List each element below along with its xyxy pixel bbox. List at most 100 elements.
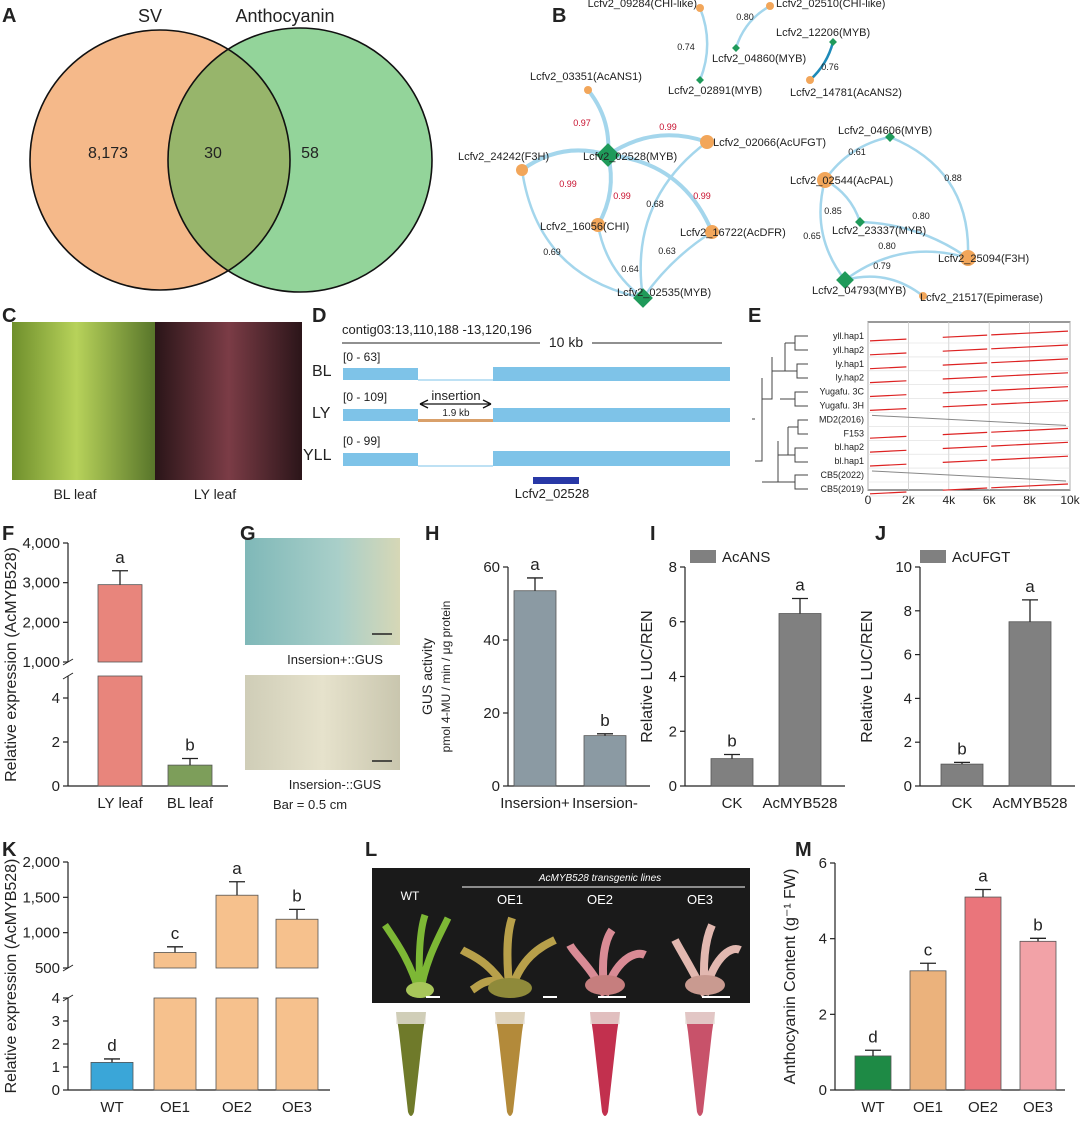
- error-bar: [920, 962, 936, 971]
- panel-label: I: [650, 523, 656, 545]
- panel-label: K: [2, 839, 17, 861]
- network-edge: [641, 230, 713, 299]
- alignment: [869, 449, 907, 453]
- row-label: ly.hap2: [836, 373, 864, 383]
- y-tick-label: 1,500: [22, 889, 60, 906]
- track-name: YLL: [303, 447, 332, 464]
- significance-letter: a: [232, 859, 242, 878]
- node-label: Lcfv2_03351(AcANS1): [530, 71, 642, 83]
- bar: [275, 918, 319, 969]
- edge-label: 0.99: [659, 122, 677, 132]
- node-label: Lcfv2_21517(Epimerase): [920, 292, 1043, 304]
- y-tick-label: 8: [904, 603, 912, 620]
- error-bar: [597, 733, 613, 736]
- edge-label: 0.97: [573, 118, 591, 128]
- y-tick-label: 8: [669, 559, 677, 576]
- venn-count: 8,173: [88, 145, 128, 162]
- y-tick-label: 1: [52, 1059, 60, 1076]
- y-axis-label: Relative expression (AcMYB528): [3, 547, 20, 782]
- network-edge: [734, 4, 771, 49]
- x-tick-label: OE2: [222, 1099, 252, 1116]
- insertion-bar: [418, 419, 493, 422]
- x-tick-label: OE1: [913, 1099, 943, 1116]
- node-label: Lcfv2_23337(MYB): [832, 225, 926, 237]
- panel-label: J: [875, 523, 886, 545]
- row-label: bl.hap2: [834, 442, 864, 452]
- y-tick-label: 3: [52, 1013, 60, 1030]
- error-bar: [104, 1058, 120, 1063]
- track-range: [0 - 109]: [343, 390, 387, 404]
- axis-break: [62, 672, 74, 680]
- venn-label: Anthocyanin: [235, 6, 334, 26]
- alignment: [869, 435, 907, 439]
- bar: [275, 997, 319, 1091]
- x-tick-label: BL leaf: [167, 795, 214, 812]
- y-tick-label: 6: [669, 614, 677, 631]
- bar: [215, 997, 259, 1091]
- edge-label: 0.76: [821, 62, 839, 72]
- y-tick-label: 0: [492, 778, 500, 795]
- x-tick-label: 6k: [983, 493, 997, 507]
- bar: [909, 970, 947, 1091]
- bar: [964, 896, 1002, 1091]
- x-tick-label: 2k: [902, 493, 916, 507]
- gus-photo: [245, 538, 400, 645]
- error-bar: [289, 908, 305, 920]
- network-node: [696, 76, 704, 84]
- panel-label: H: [425, 523, 439, 545]
- alignment: [869, 380, 907, 384]
- edge-label: 0.64: [621, 264, 639, 274]
- significance-letter: b: [600, 711, 609, 730]
- tubes: [396, 1012, 715, 1116]
- error-bar: [724, 753, 740, 759]
- network-edge: [586, 88, 611, 156]
- node-label: Lcfv2_02535(MYB): [617, 287, 711, 299]
- network-edge: [819, 179, 846, 281]
- significance-letter: d: [868, 1027, 877, 1046]
- x-tick-label: Insersion+: [500, 795, 570, 812]
- venn-count: 58: [301, 145, 319, 162]
- edge-label: 0.88: [944, 173, 962, 183]
- y-tick-label: 2: [52, 1036, 60, 1053]
- y-axis-label: Relative LUC/REN: [859, 610, 876, 742]
- error-bar: [1022, 599, 1038, 622]
- error-bar: [865, 1049, 881, 1056]
- coverage: [343, 368, 418, 380]
- row-label: ly.hap1: [836, 359, 864, 369]
- significance-letter: b: [957, 739, 966, 758]
- network-edge: [809, 41, 835, 81]
- row-label: bl.hap1: [834, 456, 864, 466]
- network-node: [855, 217, 865, 227]
- bar: [710, 758, 754, 787]
- x-tick-label: OE3: [282, 1099, 312, 1116]
- y-tick-label: 4: [669, 669, 677, 686]
- row-label: CB5(2019): [820, 484, 864, 494]
- axis-break: [62, 658, 74, 666]
- network-node: [696, 4, 704, 12]
- gus-photo: [245, 675, 400, 770]
- alignment: [869, 407, 907, 412]
- axis-break: [62, 994, 74, 1002]
- panel-label: D: [312, 305, 326, 327]
- bar: [1019, 940, 1057, 1091]
- bar: [215, 894, 259, 969]
- y-tick-label: 1,000: [22, 925, 60, 942]
- y-tick-label: 10: [895, 559, 912, 576]
- y-tick-label: 4: [904, 690, 912, 707]
- significance-letter: a: [795, 575, 805, 594]
- y-tick-label: 2,000: [22, 854, 60, 871]
- alignment: [869, 394, 907, 398]
- network-node: [633, 288, 653, 308]
- y-tick-label: 0: [669, 778, 677, 795]
- x-tick-label: Insersion-: [572, 795, 638, 812]
- significance-letter: b: [292, 886, 301, 905]
- alignment: [991, 372, 1069, 378]
- panel-label: G: [240, 523, 256, 545]
- network-edge: [698, 7, 709, 81]
- coverage: [343, 453, 418, 466]
- node-label: Lcfv2_16056(CHI): [540, 221, 629, 233]
- arrow-head: [419, 399, 492, 409]
- significance-letter: b: [185, 736, 194, 755]
- insertion-size: 1.9 kb: [442, 408, 470, 419]
- node-label: Lcfv2_14781(AcANS2): [790, 87, 902, 99]
